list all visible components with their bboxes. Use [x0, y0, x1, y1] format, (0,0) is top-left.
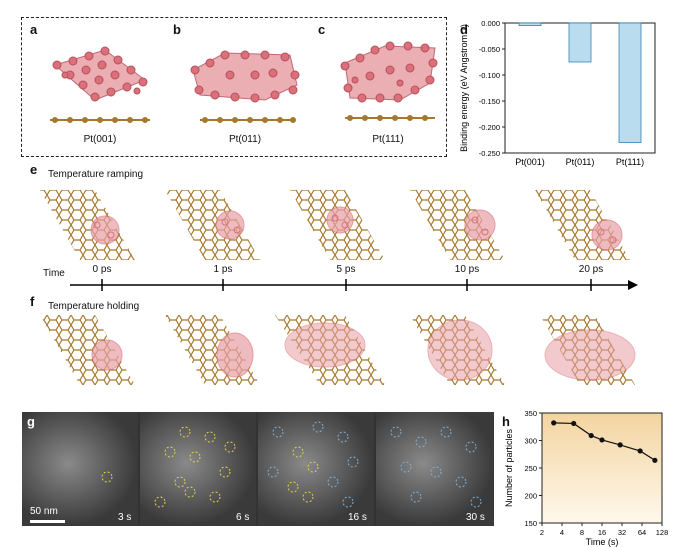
- frame-1: [22, 412, 138, 526]
- chart-d-ytick-label: -0.150: [479, 97, 500, 106]
- tick-20ps: 20 ps: [578, 264, 604, 275]
- scale-bar: [30, 520, 65, 523]
- frame-3-time: 16 s: [348, 512, 367, 523]
- binding-energy-chart: 0.000 -0.050 -0.100 -0.150 -0.200 -0.250 Pt(0…: [459, 19, 656, 167]
- chart-d-ytick-label: -0.050: [479, 45, 500, 54]
- chart-h-point: [599, 437, 605, 443]
- panel-f-title: Temperature holding: [48, 301, 140, 312]
- pt001-structure: [50, 46, 150, 123]
- ramp-snapshot-4: [410, 190, 505, 260]
- panel-h-letter: h: [502, 414, 510, 429]
- timeline-axis: [70, 279, 638, 291]
- ramping-snapshots: [40, 190, 630, 260]
- hold-snapshot-1: [40, 315, 135, 385]
- frame-2: [140, 412, 256, 526]
- chart-h-point: [617, 442, 623, 448]
- frame-4-time: 30 s: [466, 512, 485, 523]
- pt001-label: Pt(001): [83, 134, 117, 145]
- chart-d-ytick-label: -0.100: [479, 71, 500, 80]
- pt111-structure: [340, 41, 438, 121]
- particles-chart: 150 200 250 300 350 2 4 8 16 32 64 128 Number of p…: [504, 409, 669, 547]
- chart-h-xtick-label: 16: [598, 528, 606, 537]
- chart-h-point: [588, 432, 594, 439]
- chart-h-xtick-label: 128: [656, 528, 669, 537]
- pt011-label: Pt(011): [228, 134, 262, 145]
- chart-d-bar: [618, 22, 642, 143]
- panel-abc-frame: [21, 17, 447, 157]
- pt111-graphene: [345, 115, 435, 121]
- pt111-cluster: [340, 41, 438, 103]
- chart-d-ytick-label: 0.000: [481, 19, 500, 28]
- chart-h-ylabel: Number of particles: [504, 428, 514, 507]
- chart-h-ytick-label: 150: [524, 519, 537, 528]
- ramp-snapshot-3: [290, 190, 385, 260]
- frame-1-time: 3 s: [118, 512, 132, 523]
- chart-d-bar: [568, 22, 592, 63]
- frame-4: [376, 412, 494, 526]
- chart-h-xtick-label: 64: [638, 528, 646, 537]
- chart-h-ytick-label: 250: [524, 464, 537, 473]
- chart-h-point: [571, 420, 577, 427]
- scale-bar-label: 50 nm: [30, 506, 58, 517]
- frame-2-time: 6 s: [236, 512, 250, 523]
- chart-d-bar: [518, 22, 542, 26]
- micrograph-strip: [22, 412, 494, 526]
- tick-1ps: 1 ps: [213, 264, 233, 275]
- chart-d-ytick-label: -0.200: [479, 123, 500, 132]
- ramp-snapshot-1: [40, 190, 135, 260]
- chart-h-xtick-label: 8: [580, 528, 584, 537]
- frame-3: [258, 412, 374, 526]
- pt001-graphene: [50, 117, 150, 123]
- timeline-arrow-icon: [628, 280, 638, 290]
- panel-c-letter: c: [318, 22, 326, 37]
- hold-snapshot-3: [275, 315, 385, 385]
- tick-5ps: 5 ps: [336, 264, 356, 275]
- panel-a-letter: a: [30, 22, 38, 37]
- chart-h-frame: [541, 412, 663, 524]
- pt011-structure: [190, 50, 300, 123]
- chart-d-ylabel: Binding energy (eV Angstrom⁻²): [459, 24, 469, 152]
- chart-h-point: [652, 457, 658, 463]
- chart-h-xtick-label: 32: [618, 528, 626, 537]
- chart-h-point: [551, 420, 557, 426]
- hold-snapshot-4: [410, 315, 505, 385]
- pt011-graphene: [200, 117, 296, 123]
- chart-h-point: [637, 448, 643, 454]
- tick-10ps: 10 ps: [454, 264, 480, 275]
- pt001-cluster: [52, 46, 148, 102]
- chart-d-xtick-label: Pt(001): [515, 157, 545, 167]
- panel-g-letter: g: [27, 414, 35, 429]
- pt111-label: Pt(111): [372, 134, 404, 145]
- chart-h-xlabel: Time (s): [586, 537, 619, 547]
- panel-f-letter: f: [30, 294, 35, 309]
- timeline-label: Time: [43, 268, 65, 279]
- holding-snapshots: [40, 315, 636, 385]
- chart-d-xtick-label: Pt(011): [566, 157, 595, 167]
- panel-e-title: Temperature ramping: [48, 169, 144, 180]
- panel-d-letter: d: [460, 22, 468, 37]
- panel-e-letter: e: [30, 162, 38, 177]
- chart-h-xtick-label: 4: [560, 528, 564, 537]
- chart-h-xtick-label: 2: [540, 528, 544, 537]
- chart-d-ytick-label: -0.250: [479, 149, 500, 158]
- ramp-snapshot-5: [535, 190, 630, 260]
- hold-snapshot-2: [165, 315, 260, 385]
- hold-snapshot-5: [540, 315, 636, 385]
- panel-b-letter: b: [173, 22, 181, 37]
- chart-d-xtick-label: Pt(111): [616, 157, 644, 167]
- tick-0ps: 0 ps: [92, 264, 112, 275]
- ramp-snapshot-2: [165, 190, 260, 260]
- chart-h-ytick-label: 350: [524, 409, 537, 418]
- chart-h-ytick-label: 300: [524, 437, 537, 446]
- chart-h-ytick-label: 200: [524, 492, 537, 501]
- pt011-cluster: [190, 50, 300, 103]
